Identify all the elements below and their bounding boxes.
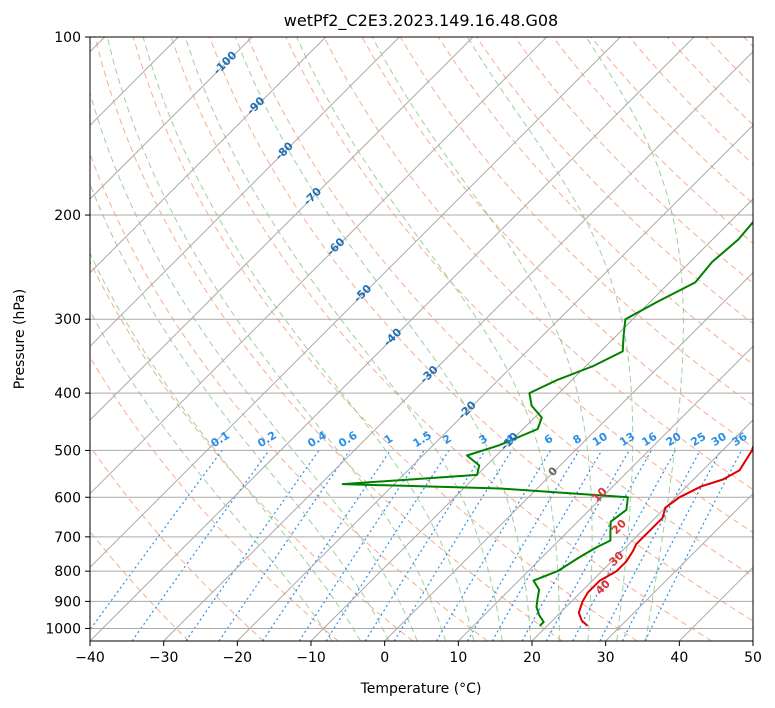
dry-adiabat-line xyxy=(514,37,753,284)
mixing-ratio-line xyxy=(621,450,722,641)
y-tick-label: 100 xyxy=(54,30,81,46)
x-tick-label: 20 xyxy=(523,650,541,666)
dry-adiabat-line xyxy=(209,37,753,622)
x-tick-label: 50 xyxy=(744,650,762,666)
mixing-ratio-line xyxy=(545,450,652,641)
temperature-trace xyxy=(577,443,753,627)
isotherm-line xyxy=(90,37,400,348)
y-tick-label: 400 xyxy=(54,386,81,402)
skewed-isotherms xyxy=(90,37,753,641)
y-tick-label: 300 xyxy=(54,312,81,328)
chart-title: wetPf2_C2E3.2023.149.16.48.G08 xyxy=(284,11,558,31)
mixing-ratio-line xyxy=(364,450,486,641)
dry-adiabat-line xyxy=(285,37,753,534)
isotherm-line xyxy=(236,124,753,641)
isotherm-line xyxy=(90,37,548,495)
moist-adiabat-line xyxy=(106,37,447,641)
x-tick-label: −30 xyxy=(149,650,179,666)
x-tick-label: −40 xyxy=(75,650,105,666)
mixing-ratio-line xyxy=(466,450,580,641)
isotherm-line xyxy=(90,37,695,641)
mixing-ratio-line xyxy=(435,450,552,641)
mixing-ratio-line xyxy=(298,450,425,641)
x-tick-label: 30 xyxy=(597,650,615,666)
isotherm-line xyxy=(531,419,753,641)
x-tick-label: −20 xyxy=(223,650,253,666)
moist-adiabat-line xyxy=(90,182,390,641)
y-axis-label: Pressure (hPa) xyxy=(12,289,28,389)
y-axis: 100 200 300 400 500 600 700 800 900 1000 xyxy=(45,30,90,637)
dry-adiabat-line xyxy=(90,260,414,641)
y-tick-label: 200 xyxy=(54,208,81,224)
mixing-ratio-line xyxy=(393,450,513,641)
y-tick-label: 700 xyxy=(54,530,81,546)
x-tick-label: 0 xyxy=(380,650,389,666)
mixing-ratio-line xyxy=(325,450,450,641)
moist-adiabat-line xyxy=(90,310,333,641)
y-tick-label: 500 xyxy=(54,443,81,459)
isotherm-line xyxy=(90,37,253,200)
pressure-gridlines xyxy=(90,37,753,629)
isotherm-line xyxy=(457,345,753,641)
y-tick-label: 1000 xyxy=(45,621,81,637)
moist-adiabat-line xyxy=(585,37,684,641)
isotherm-line xyxy=(90,37,474,421)
plot-frame xyxy=(89,36,754,642)
sounding-traces xyxy=(341,220,753,627)
y-tick-label: 800 xyxy=(54,564,81,580)
dry-adiabat-line xyxy=(90,445,264,641)
x-tick-label: 40 xyxy=(670,650,688,666)
moist-adiabat-line xyxy=(90,91,418,641)
isotherm-line xyxy=(605,492,753,641)
mixing-ratio-line xyxy=(572,450,677,641)
dry-adiabat-line xyxy=(323,37,753,491)
x-tick-label: 10 xyxy=(449,650,467,666)
isotherm-line xyxy=(163,50,753,641)
mixing-ratio-line xyxy=(599,450,701,641)
y-tick-label: 600 xyxy=(54,490,81,506)
dry-adiabat-line xyxy=(476,37,753,325)
x-axis-label: Temperature (°C) xyxy=(360,681,482,697)
x-tick-label: −10 xyxy=(296,650,326,666)
dry-adiabat-line xyxy=(94,37,563,641)
dry-adiabat-line xyxy=(170,37,712,641)
x-axis: −40 −30 −20 −10 0 10 20 30 40 50 xyxy=(75,641,762,666)
moist-adiabat-line xyxy=(142,37,475,641)
isotherm-line xyxy=(90,37,621,569)
dewpoint-trace xyxy=(341,220,753,627)
mixing-ratio-line xyxy=(491,450,603,641)
isotherm-line xyxy=(310,198,753,641)
y-tick-label: 900 xyxy=(54,594,81,610)
dry-adiabat-line xyxy=(247,37,753,577)
plot-area: 0.1 0.2 0.4 0.6 1 1.5 2 3 4 6 8 10 13 16 20 25 30 36-100-… xyxy=(90,37,753,641)
moist-adiabat-line xyxy=(371,37,593,641)
isotherm-line xyxy=(90,37,327,274)
isotherm-line xyxy=(384,271,753,641)
mixing-ratio-line xyxy=(521,450,630,641)
mixing-ratio-line xyxy=(90,450,223,631)
